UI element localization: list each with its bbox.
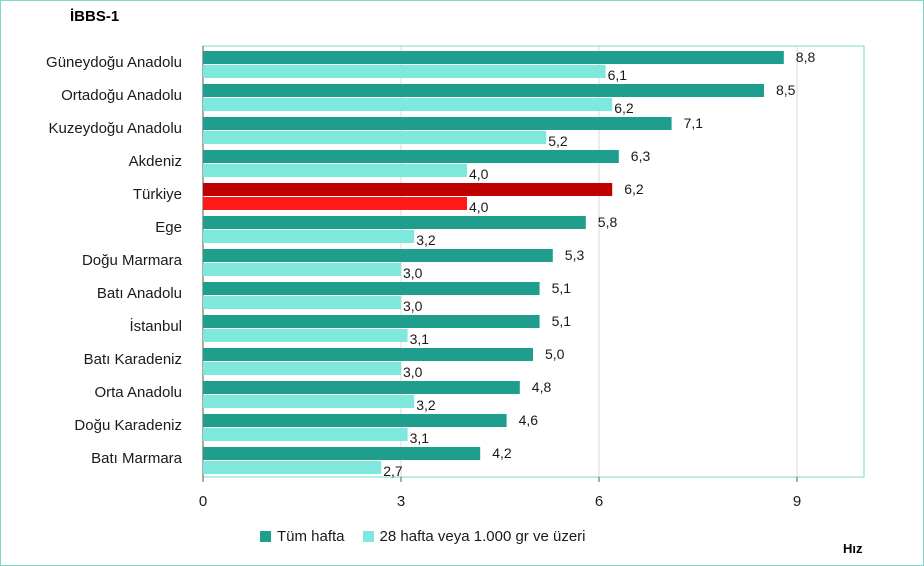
data-label-series2: 3,0	[403, 364, 423, 380]
legend-label-series2: 28 hafta veya 1.000 gr ve üzeri	[379, 528, 586, 545]
category-label: Ortadoğu Anadolu	[61, 87, 182, 104]
category-label: Akdeniz	[129, 153, 182, 170]
bar-series2	[203, 395, 415, 408]
bar-series1	[203, 216, 586, 229]
bar-series1	[203, 84, 764, 97]
data-label-series2: 6,1	[608, 67, 628, 83]
data-label-series1: 6,3	[631, 148, 651, 164]
data-label-series2: 3,0	[403, 298, 423, 314]
bar-series2	[203, 362, 401, 375]
data-label-series2: 4,0	[469, 166, 489, 182]
bar-series2	[203, 329, 408, 342]
data-label-series1: 4,2	[492, 445, 512, 461]
category-label: Doğu Marmara	[82, 252, 183, 269]
data-label-series1: 5,8	[598, 214, 618, 230]
data-label-series1: 8,8	[796, 49, 816, 65]
data-label-series2: 3,1	[410, 331, 430, 347]
data-label-series1: 6,2	[624, 181, 644, 197]
data-label-series2: 2,7	[383, 463, 403, 479]
legend-item-series1: Tüm hafta	[260, 528, 345, 545]
data-label-series1: 5,0	[545, 346, 565, 362]
bar-series2	[203, 428, 408, 441]
chart-legend: Tüm hafta 28 hafta veya 1.000 gr ve üzer…	[260, 528, 604, 545]
data-label-series1: 5,1	[552, 313, 572, 329]
legend-item-series2: 28 hafta veya 1.000 gr ve üzeri	[362, 528, 586, 545]
bar-series1	[203, 117, 672, 130]
data-label-series2: 3,0	[403, 265, 423, 281]
data-label-series2: 3,2	[416, 232, 436, 248]
category-label: Batı Karadeniz	[84, 351, 182, 368]
bar-series2	[203, 461, 382, 474]
unit-label: Hız	[843, 541, 863, 556]
data-label-series1: 5,3	[565, 247, 585, 263]
bar-series2	[203, 263, 401, 276]
bar-series2	[203, 65, 606, 78]
bar-series2	[203, 164, 467, 177]
data-label-series1: 8,5	[776, 82, 796, 98]
category-label: İstanbul	[129, 317, 182, 335]
category-label: Güneydoğu Anadolu	[46, 54, 182, 71]
category-label: Ege	[155, 219, 182, 236]
bar-series1	[203, 348, 533, 361]
x-tick-label: 0	[199, 493, 207, 510]
data-label-series1: 7,1	[684, 115, 704, 131]
category-label: Türkiye	[133, 186, 182, 203]
legend-swatch-series1	[260, 531, 271, 542]
bar-series2	[203, 98, 613, 111]
bar-series1	[203, 282, 540, 295]
bar-series1	[203, 183, 613, 196]
data-label-series2: 3,1	[410, 430, 430, 446]
category-label: Orta Anadolu	[94, 384, 182, 401]
chart-title: İBBS-1	[70, 8, 120, 25]
data-label-series2: 3,2	[416, 397, 436, 413]
bar-series1	[203, 315, 540, 328]
bar-series1	[203, 381, 520, 394]
bar-series2	[203, 230, 415, 243]
data-label-series2: 6,2	[614, 100, 634, 116]
bar-series1	[203, 249, 553, 262]
legend-swatch-series2	[362, 531, 374, 542]
bar-series1	[203, 414, 507, 427]
data-label-series2: 5,2	[548, 133, 568, 149]
data-label-series2: 4,0	[469, 199, 489, 215]
data-label-series1: 4,6	[519, 412, 539, 428]
x-tick-label: 9	[793, 493, 801, 510]
data-label-series1: 5,1	[552, 280, 572, 296]
bar-series1	[203, 447, 481, 460]
bar-series2	[203, 296, 401, 309]
bar-series1	[203, 51, 784, 64]
x-tick-label: 3	[397, 493, 405, 510]
category-label: Kuzeydoğu Anadolu	[49, 120, 182, 137]
bar-series1	[203, 150, 619, 163]
bar-series2	[203, 131, 547, 144]
category-label: Batı Anadolu	[97, 285, 182, 302]
legend-label-series1: Tüm hafta	[277, 528, 345, 545]
x-tick-label: 6	[595, 493, 603, 510]
category-label: Doğu Karadeniz	[74, 417, 182, 434]
data-label-series1: 4,8	[532, 379, 552, 395]
category-label: Batı Marmara	[91, 450, 183, 467]
bar-series2	[203, 197, 467, 210]
